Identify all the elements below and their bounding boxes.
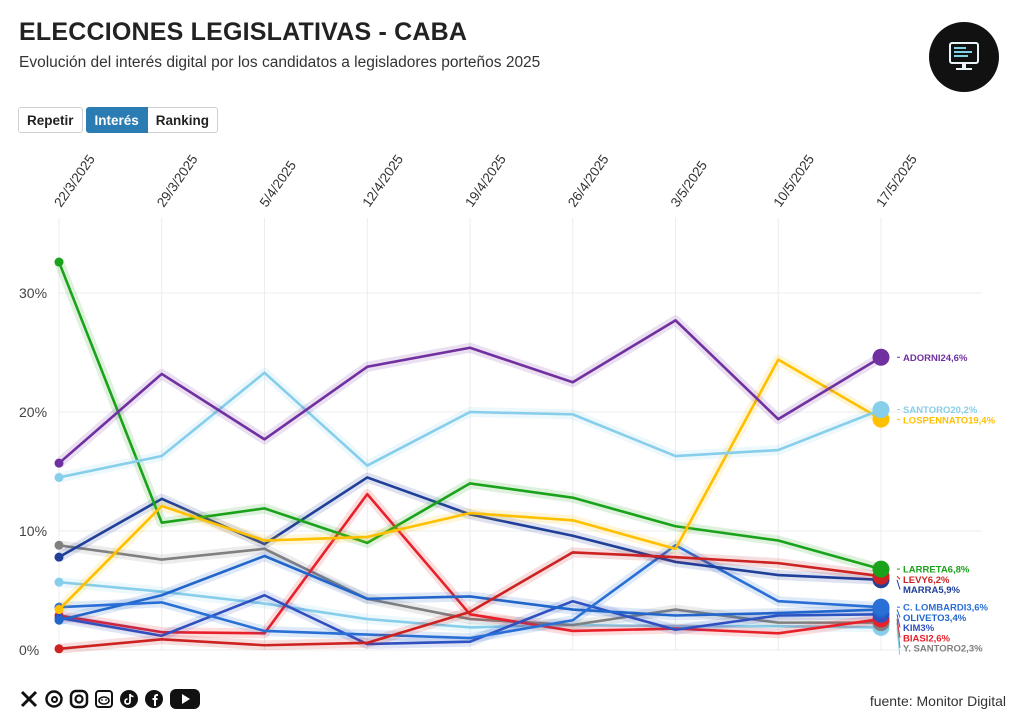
x-tick-label: 26/4/2025 — [565, 152, 612, 210]
x-tick-label: 3/5/2025 — [668, 158, 710, 210]
series-start-point — [54, 257, 64, 267]
repeat-button[interactable]: Repetir — [18, 107, 83, 133]
series-label: LARRETA6,8% — [903, 565, 970, 576]
source-note: fuente: Monitor Digital — [869, 693, 1006, 709]
y-tick-label: 30% — [19, 285, 47, 301]
series-start-point — [54, 472, 64, 482]
series-label: SANTORO20,2% — [903, 405, 978, 416]
label-leader — [896, 418, 901, 421]
series-label: OLIVETO3,4% — [903, 613, 967, 624]
series-line — [58, 593, 882, 646]
interest-tab[interactable]: Interés — [85, 107, 148, 133]
y-tick-label: 20% — [19, 404, 47, 420]
series-line — [58, 551, 882, 651]
chart-subtitle: Evolución del interés digital por los ca… — [19, 54, 541, 71]
series-line — [58, 492, 882, 635]
monitor-logo-icon — [929, 22, 999, 92]
series-line — [58, 358, 882, 611]
series-start-point — [54, 552, 64, 562]
series-start-point — [54, 644, 64, 654]
series-start-point — [54, 605, 64, 615]
x-tick-label: 19/4/2025 — [462, 152, 509, 210]
series-line — [58, 554, 882, 622]
series-label: BIASI2,6% — [903, 633, 951, 644]
y-tick-label: 0% — [19, 642, 39, 655]
facebook-icon[interactable] — [143, 688, 165, 710]
series-label: C. LOMBARDI3,6% — [903, 603, 989, 614]
series-line — [58, 371, 882, 479]
series-end-point — [872, 598, 890, 616]
series-line — [58, 319, 882, 465]
x-tick-label: 29/3/2025 — [154, 152, 201, 210]
series-start-point — [54, 458, 64, 468]
line-chart: 0% 10% 20% 30% 22/3/2025 29/3/2025 5/4/2025 12/… — [19, 152, 996, 655]
label-leader — [896, 622, 901, 649]
series-start-point — [54, 540, 64, 550]
tiktok-icon[interactable] — [118, 688, 140, 710]
youtube-icon[interactable] — [168, 688, 202, 710]
x-icon[interactable] — [18, 688, 40, 710]
label-leader — [896, 579, 901, 590]
series-line — [58, 543, 881, 627]
series-end-point — [872, 560, 890, 578]
series-label: LEVY6,2% — [903, 575, 950, 586]
series-start-point — [54, 577, 64, 587]
x-tick-label: 12/4/2025 — [359, 152, 406, 210]
label-leader — [896, 627, 901, 655]
series-line — [58, 580, 882, 629]
y-tick-label: 10% — [19, 523, 47, 539]
series-label: A. MEDINA1,9% — [903, 654, 975, 655]
instagram-icon[interactable] — [68, 688, 90, 710]
series-end-point — [872, 401, 890, 419]
series-label: LOSPENNATO19,4% — [903, 415, 996, 426]
series-end-point — [872, 348, 890, 366]
series-line — [58, 543, 882, 640]
label-leader — [896, 575, 901, 580]
x-tick-label: 17/5/2025 — [873, 152, 920, 210]
label-leader — [896, 618, 901, 638]
reddit-icon[interactable] — [93, 688, 115, 710]
ranking-tab[interactable]: Ranking — [147, 107, 219, 133]
x-tick-label: 10/5/2025 — [770, 152, 817, 210]
chart-title: ELECCIONES LEGISLATIVAS - CABA — [19, 18, 468, 46]
x-tick-label: 22/3/2025 — [51, 152, 98, 210]
threads-icon[interactable] — [43, 688, 65, 710]
series-label: KIM3% — [903, 623, 935, 634]
social-links — [18, 688, 202, 710]
series-label: ADORNI24,6% — [903, 353, 968, 364]
label-leader — [896, 614, 901, 628]
playback-controls: Repetir Interés Ranking — [18, 107, 219, 133]
label-leader — [896, 609, 901, 618]
series-label: Y. SANTORO2,3% — [903, 643, 983, 654]
series-start-point — [54, 615, 64, 625]
series-label: MARRA5,9% — [903, 585, 961, 596]
x-tick-label: 5/4/2025 — [257, 158, 299, 210]
